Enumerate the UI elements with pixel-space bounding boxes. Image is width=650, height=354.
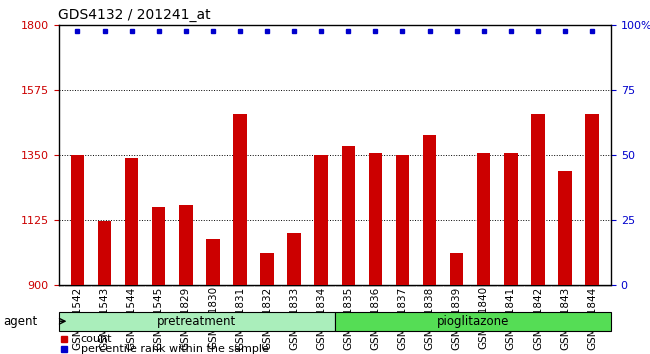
- Bar: [450, 253, 463, 285]
- Text: GSM201842: GSM201842: [533, 286, 543, 349]
- Text: agent: agent: [3, 315, 38, 328]
- Bar: [396, 155, 410, 285]
- Text: GSM201838: GSM201838: [424, 286, 435, 349]
- Bar: [335, 312, 611, 331]
- Bar: [369, 153, 382, 285]
- Bar: [98, 221, 111, 285]
- Bar: [477, 153, 491, 285]
- Bar: [71, 155, 84, 285]
- Bar: [179, 205, 192, 285]
- Bar: [152, 207, 166, 285]
- Bar: [233, 114, 247, 285]
- Text: GSM201829: GSM201829: [181, 286, 191, 349]
- Bar: [58, 312, 335, 331]
- Text: GSM201834: GSM201834: [316, 286, 326, 349]
- Bar: [422, 135, 436, 285]
- Text: GSM201841: GSM201841: [506, 286, 516, 349]
- Bar: [315, 155, 328, 285]
- Text: GSM201836: GSM201836: [370, 286, 380, 349]
- Bar: [125, 158, 138, 285]
- Text: GSM201843: GSM201843: [560, 286, 570, 349]
- Bar: [260, 253, 274, 285]
- Bar: [558, 171, 572, 285]
- Bar: [206, 239, 220, 285]
- Text: GSM201832: GSM201832: [262, 286, 272, 349]
- Text: GSM201844: GSM201844: [587, 286, 597, 349]
- Text: GSM201831: GSM201831: [235, 286, 245, 349]
- Text: GSM201545: GSM201545: [153, 286, 164, 349]
- Bar: [585, 114, 599, 285]
- Text: pretreatment: pretreatment: [157, 315, 236, 328]
- Text: GSM201543: GSM201543: [99, 286, 110, 349]
- Bar: [504, 153, 517, 285]
- Bar: [531, 114, 545, 285]
- Text: GSM201839: GSM201839: [452, 286, 461, 349]
- Text: percentile rank within the sample: percentile rank within the sample: [81, 344, 268, 354]
- Bar: [287, 233, 301, 285]
- Text: GDS4132 / 201241_at: GDS4132 / 201241_at: [58, 8, 211, 22]
- Text: count: count: [81, 334, 112, 344]
- Text: GSM201835: GSM201835: [343, 286, 354, 349]
- Text: GSM201840: GSM201840: [478, 286, 489, 349]
- Text: GSM201830: GSM201830: [208, 286, 218, 349]
- Text: GSM201544: GSM201544: [127, 286, 136, 349]
- Bar: [341, 146, 355, 285]
- Text: GSM201833: GSM201833: [289, 286, 299, 349]
- Text: GSM201542: GSM201542: [72, 286, 83, 349]
- Text: GSM201837: GSM201837: [397, 286, 408, 349]
- Text: pioglitazone: pioglitazone: [437, 315, 509, 328]
